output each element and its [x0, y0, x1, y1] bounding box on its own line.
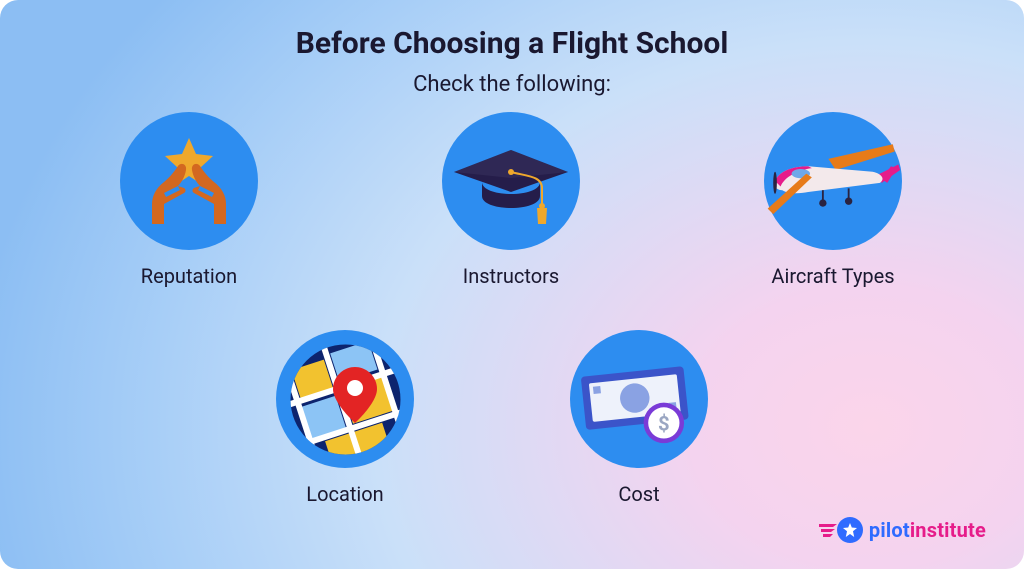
instructors-circle — [442, 112, 580, 250]
hands-star-icon — [134, 126, 244, 236]
logo-text: pilotinstitute — [869, 518, 986, 542]
item-location: Location — [276, 330, 414, 506]
item-cost: $ Cost — [570, 330, 708, 506]
graduation-cap-icon — [446, 126, 576, 236]
airplane-icon — [764, 121, 902, 241]
infographic-canvas: Before Choosing a Flight School Check th… — [0, 0, 1024, 569]
item-aircraft: Aircraft Types — [764, 112, 902, 288]
svg-text:$: $ — [658, 411, 670, 435]
location-label: Location — [306, 482, 383, 506]
cost-circle: $ — [570, 330, 708, 468]
reputation-circle — [120, 112, 258, 250]
money-icon: $ — [570, 339, 708, 459]
logo-text-b: institute — [910, 518, 986, 542]
cost-label: Cost — [618, 482, 659, 506]
logo-star-icon — [843, 523, 857, 537]
logo-text-a: pilot — [869, 518, 910, 542]
page-title: Before Choosing a Flight School — [0, 26, 1024, 61]
logo-badge-icon — [837, 517, 863, 543]
reputation-label: Reputation — [141, 264, 237, 288]
logo-wing-icon — [819, 522, 839, 538]
aircraft-label: Aircraft Types — [771, 264, 894, 288]
map-pin-icon — [283, 337, 408, 462]
location-circle — [276, 330, 414, 468]
item-instructors: Instructors — [442, 112, 580, 288]
brand-logo: pilotinstitute — [837, 517, 986, 543]
instructors-label: Instructors — [463, 264, 559, 288]
page-subtitle: Check the following: — [0, 72, 1024, 97]
item-reputation: Reputation — [120, 112, 258, 288]
aircraft-circle — [764, 112, 902, 250]
